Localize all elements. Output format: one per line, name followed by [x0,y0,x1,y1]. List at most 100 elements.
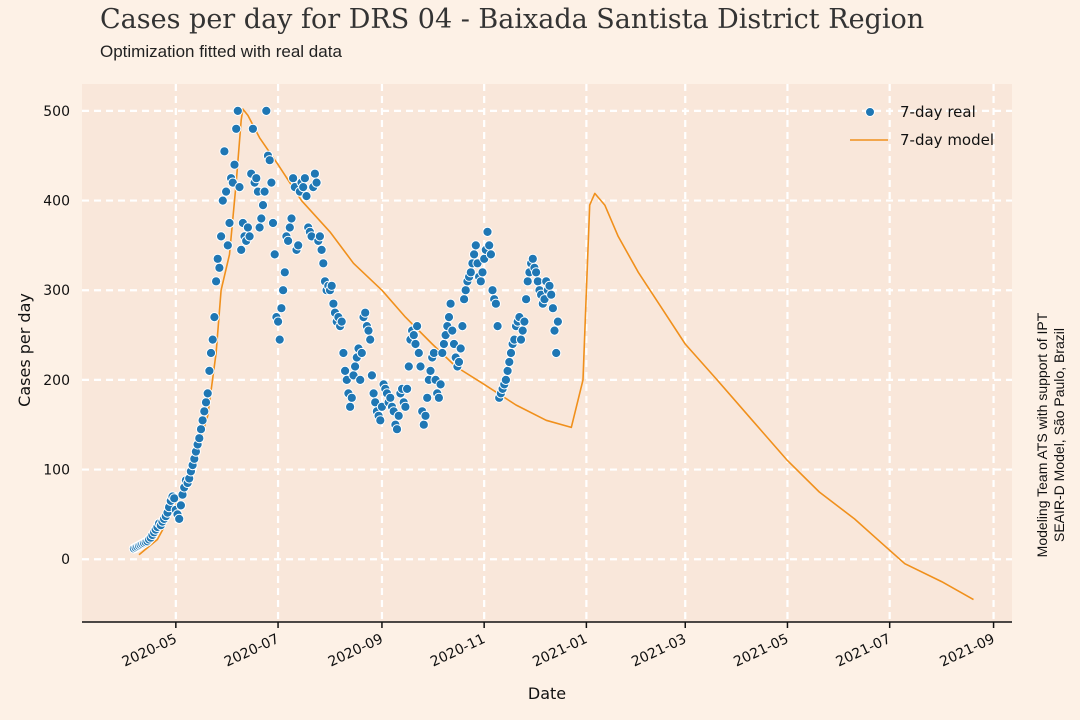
model-line [138,108,974,601]
chart-title: Cases per day for DRS 04 - Baixada Santi… [100,4,925,35]
real-point [490,298,501,309]
y-axis-label: Cases per day [15,293,34,407]
real-point [340,365,351,376]
real-point [195,424,207,435]
real-point [544,280,555,291]
real-point [438,338,449,350]
real-point [209,312,220,323]
chart-subtitle: Optimization fitted with real data [100,42,342,61]
real-point [418,419,429,430]
real-point [500,374,511,385]
real-point [350,361,361,372]
real-point [521,294,532,305]
real-point [363,325,374,336]
real-point [251,173,262,184]
x-tick-label: 2020-05 [120,631,180,670]
real-point [485,249,496,260]
real-point [211,276,222,287]
real-point [365,334,376,345]
y-tick-label: 0 [61,552,70,568]
real-point [311,177,322,188]
real-point [547,303,559,314]
real-point [470,240,481,251]
real-point [214,262,225,273]
real-point [194,433,205,444]
real-point [459,294,470,305]
real-point [408,330,419,341]
real-point [204,365,215,376]
real-point [278,285,289,296]
real-point [231,123,242,134]
legend-real-label: 7-day real [900,103,976,121]
real-point [346,392,357,403]
y-ticks: 0 100 200 300 400 500 [43,104,70,568]
y-tick-label: 400 [43,194,70,210]
real-point [366,370,377,381]
real-point [531,267,542,278]
real-point [355,374,366,385]
real-point [299,173,310,184]
real-point [393,410,404,421]
real-point [428,347,439,359]
real-point [447,325,458,336]
real-point [279,267,290,278]
real-point [435,379,446,390]
real-point [460,285,471,296]
real-point [197,415,208,426]
real-point [309,168,320,179]
real-point [360,307,371,318]
real-point [269,249,280,260]
real-point [261,105,272,117]
real-point [314,231,325,242]
x-tick-label: 2021-01 [530,631,590,670]
real-point [475,276,486,287]
real-point [338,347,349,359]
plot-background [82,84,1012,622]
real-point [222,240,233,251]
real-point [412,321,423,332]
real-point [413,347,424,359]
real-point [200,397,212,408]
real-point [266,177,277,188]
x-tick-label: 2021-03 [629,631,689,670]
real-point [532,276,543,287]
real-point [356,347,367,359]
real-point [232,105,243,117]
real-point [445,298,456,309]
x-tick-label: 2020-07 [222,631,282,670]
real-point [288,173,299,184]
real-point [283,235,294,246]
real-point [207,334,218,345]
real-point [443,312,455,323]
x-tick-label: 2020-11 [428,631,488,670]
real-point [457,321,468,332]
real-series [128,105,564,554]
x-tick-label: 2021-05 [731,631,791,670]
real-point [242,222,253,233]
real-point [420,410,431,421]
x-ticks: 2020-05 2020-07 2020-09 2020-11 2021-01 2021-… [120,622,997,670]
grid [82,84,1012,622]
real-point [301,191,312,202]
real-point [259,186,270,197]
credit-line-1: Modeling Team ATS with support of IPT [1034,312,1050,558]
real-point [515,334,527,345]
real-point [433,392,444,403]
real-point [244,231,255,242]
real-point [229,159,240,170]
real-point [504,356,515,368]
real-point [522,276,533,287]
model-series [138,108,974,601]
real-point [546,289,557,300]
credit-note: Modeling Team ATS with support of IPT SE… [1034,275,1068,595]
real-point [205,347,217,359]
real-point [175,500,186,511]
y-tick-label: 300 [43,283,70,299]
real-point [484,240,495,251]
real-point [368,388,379,399]
real-point [549,325,560,336]
real-point [527,253,538,264]
real-point [400,401,411,412]
real-point [328,298,339,309]
